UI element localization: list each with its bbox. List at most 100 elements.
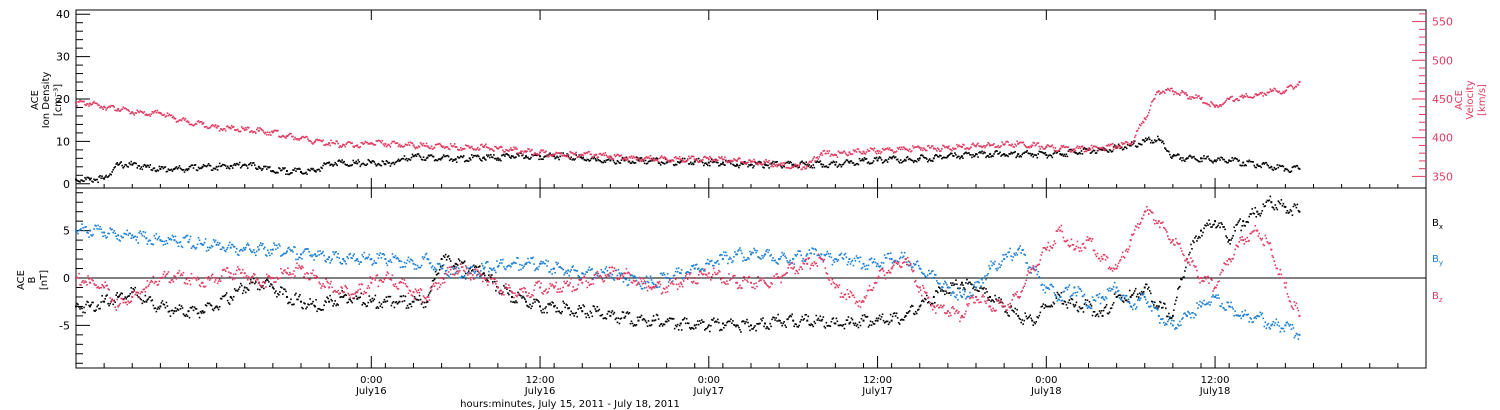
velocity-series-dot: [269, 131, 271, 134]
bx-series-dot: [316, 310, 318, 313]
density-series-dot: [78, 180, 80, 183]
velocity-series-dot: [346, 142, 349, 144]
velocity-series-dot: [470, 145, 473, 148]
bx-series-dot: [126, 296, 129, 298]
by-series-dot: [694, 264, 697, 266]
velocity-series-dot: [1025, 146, 1028, 148]
density-series-dot: [170, 168, 173, 171]
density-series-dot: [735, 165, 737, 167]
density-series-dot: [676, 161, 679, 163]
density-series-dot: [605, 159, 608, 162]
velocity-series-point: [370, 142, 373, 145]
velocity-series-dot: [431, 148, 434, 150]
density-series-dot: [617, 160, 620, 163]
bx-series-dot: [954, 283, 956, 285]
density-series-dot: [1065, 153, 1068, 156]
bx-series-dot: [766, 325, 768, 328]
density-series-dot: [227, 167, 230, 169]
by-series-dot: [452, 268, 455, 270]
density-series-dot: [228, 167, 231, 170]
by-series-dot: [217, 244, 220, 246]
bx-series-dot: [733, 323, 735, 326]
velocity-series-dot: [367, 143, 370, 145]
density-series-dot: [970, 153, 972, 156]
density-series-dot: [1175, 154, 1177, 157]
by-series-dot: [631, 274, 634, 277]
velocity-series-dot: [621, 158, 624, 160]
velocity-series-dot: [870, 147, 873, 150]
by-series-dot: [929, 272, 932, 275]
bx-series-dot: [657, 318, 660, 320]
by-series-dot: [670, 277, 673, 280]
by-series-dot: [543, 262, 545, 265]
bx-series-dot: [1135, 295, 1138, 298]
density-series-dot: [350, 164, 353, 167]
density-series-dot: [1210, 159, 1212, 162]
density-series-dot: [586, 158, 589, 161]
density-series-dot: [941, 157, 943, 160]
density-series-point: [876, 159, 879, 162]
by-series-dot: [854, 260, 857, 262]
bx-series-dot: [186, 315, 189, 317]
by-series-dot: [382, 252, 385, 255]
by-series-dot: [1070, 294, 1073, 297]
by-series-dot: [270, 248, 272, 251]
velocity-series-dot: [162, 114, 165, 116]
velocity-series-dot: [719, 157, 721, 159]
density-series-dot: [1192, 156, 1194, 158]
bx-series-dot: [1164, 303, 1166, 305]
velocity-series-dot: [175, 121, 178, 123]
velocity-series-dot: [1071, 148, 1074, 151]
by-series-dot: [416, 264, 419, 267]
density-series-dot: [1157, 135, 1159, 138]
bx-series-dot: [345, 294, 348, 297]
velocity-series-dot: [1052, 146, 1055, 149]
bx-series-dot: [801, 315, 804, 318]
bx-series-point: [567, 307, 570, 310]
density-series-dot: [297, 168, 299, 170]
by-series-dot: [725, 251, 727, 254]
velocity-series-dot: [566, 155, 568, 158]
density-series-dot: [1036, 156, 1039, 159]
by-series-dot: [993, 263, 995, 265]
by-series-point: [398, 259, 401, 262]
by-series-dot: [729, 256, 731, 259]
velocity-series-dot: [1120, 142, 1123, 144]
velocity-series-dot: [254, 132, 257, 134]
density-series-dot: [197, 166, 200, 169]
velocity-series-dot: [1086, 149, 1089, 152]
bx-series-dot: [779, 320, 781, 322]
bx-series-dot: [366, 305, 369, 307]
bx-series-dot: [1136, 293, 1139, 296]
density-series-dot: [184, 169, 187, 171]
velocity-series-dot: [146, 114, 149, 117]
density-series-dot: [620, 159, 623, 162]
density-series-dot: [396, 160, 399, 162]
velocity-series-dot: [1265, 94, 1268, 96]
density-series-dot: [1056, 151, 1059, 154]
density-series-point: [1115, 146, 1118, 149]
by-series-dot: [308, 250, 310, 253]
bx-series-point: [960, 281, 963, 284]
velocity-series-dot: [911, 145, 914, 147]
density-series-dot: [1010, 151, 1012, 154]
by-series-dot: [493, 267, 495, 270]
by-series-dot: [95, 225, 97, 227]
by-series-dot: [154, 237, 157, 240]
bx-series-dot: [942, 290, 944, 292]
bx-series-point: [1298, 210, 1301, 213]
velocity-series-dot: [988, 142, 990, 145]
velocity-series-dot: [889, 149, 892, 151]
velocity-series-dot: [640, 160, 643, 163]
by-series-dot: [267, 249, 269, 252]
by-series-dot: [578, 276, 581, 278]
bx-series-dot: [109, 302, 111, 305]
velocity-series-dot: [1271, 89, 1274, 92]
by-series-dot: [535, 268, 537, 270]
velocity-series-dot: [760, 163, 762, 165]
bx-series-dot: [886, 320, 889, 323]
bx-series-dot: [1203, 227, 1205, 230]
velocity-series-dot: [1103, 149, 1106, 152]
by-series-point: [1129, 305, 1132, 308]
velocity-series-point: [862, 150, 865, 153]
